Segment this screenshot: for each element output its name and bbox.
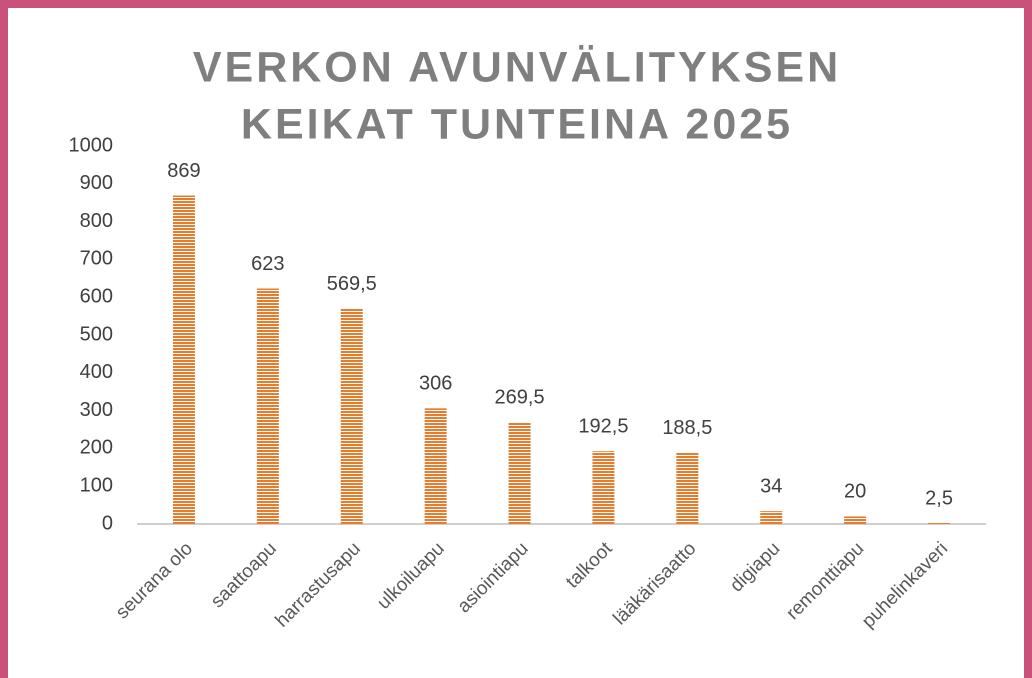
x-tick-label: puhelinkaveri — [858, 538, 952, 632]
data-label: 869 — [167, 160, 200, 182]
x-tick-label: harrastusapu — [272, 538, 365, 631]
x-tick-label: saattoapu — [207, 538, 281, 612]
data-label: 192,5 — [578, 416, 628, 438]
y-tick-label: 200 — [80, 437, 113, 459]
chart-title: VERKON AVUNVÄLITYKSEN — [193, 43, 841, 91]
y-tick-label: 100 — [80, 474, 113, 496]
bar — [424, 408, 447, 524]
bar — [928, 523, 951, 524]
data-label: 269,5 — [495, 386, 545, 408]
data-label: 20 — [844, 481, 866, 503]
x-tick-label: asiointiapu — [454, 538, 533, 617]
bar — [844, 516, 867, 524]
y-tick-label: 400 — [80, 361, 113, 383]
bar — [508, 422, 531, 524]
bar — [172, 195, 195, 524]
data-label: 2,5 — [925, 487, 953, 509]
data-label: 306 — [419, 373, 452, 395]
bar — [340, 308, 363, 524]
x-tick-label: digiapu — [726, 538, 784, 596]
bar — [256, 288, 279, 524]
bar — [592, 451, 615, 524]
x-tick-label: seurana olo — [112, 538, 197, 623]
data-label: 188,5 — [662, 417, 712, 439]
x-tick-label: talkoot — [562, 538, 617, 593]
y-tick-label: 300 — [80, 399, 113, 421]
y-tick-label: 700 — [80, 248, 113, 270]
data-label: 569,5 — [327, 273, 377, 295]
chart-title: KEIKAT TUNTEINA 2025 — [241, 100, 793, 148]
y-tick-label: 600 — [80, 285, 113, 307]
y-tick-label: 500 — [80, 323, 113, 345]
y-tick-label: 800 — [80, 210, 113, 232]
data-label: 34 — [760, 475, 782, 497]
x-tick-label: remonttiapu — [782, 538, 868, 624]
bar — [676, 452, 699, 524]
x-tick-label: lääkärisaatto — [609, 538, 700, 629]
y-tick-label: 0 — [102, 512, 113, 534]
data-label: 623 — [251, 253, 284, 275]
y-tick-label: 900 — [80, 172, 113, 194]
x-tick-label: ulkoiluapu — [373, 538, 448, 613]
y-tick-label: 1000 — [69, 134, 114, 156]
bar — [760, 511, 783, 524]
